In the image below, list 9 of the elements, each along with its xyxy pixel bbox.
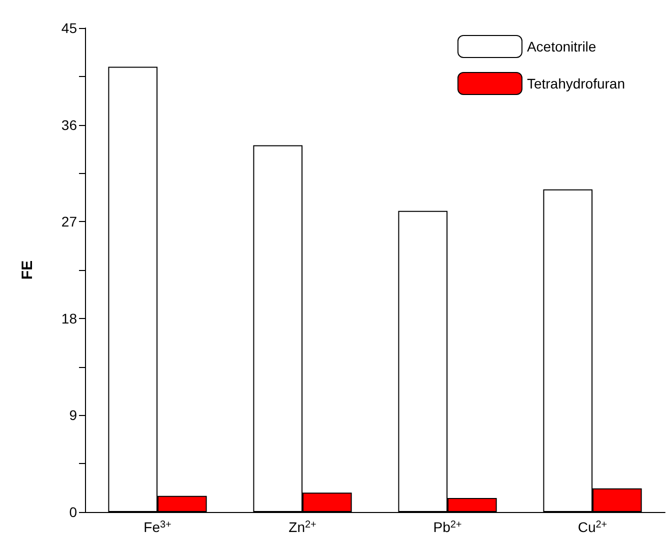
- y-axis-title: FE: [19, 260, 36, 280]
- y-tick-label: 45: [61, 20, 78, 36]
- y-tick-label: 9: [69, 407, 78, 424]
- y-tick-label: 0: [69, 504, 78, 520]
- legend-label: Acetonitrile: [526, 38, 596, 54]
- y-tick-label: 36: [61, 116, 78, 133]
- y-tick-label: 27: [61, 214, 78, 230]
- legend-label: Tetrahydrofuran: [526, 76, 626, 92]
- y-tick-label: 18: [61, 310, 78, 326]
